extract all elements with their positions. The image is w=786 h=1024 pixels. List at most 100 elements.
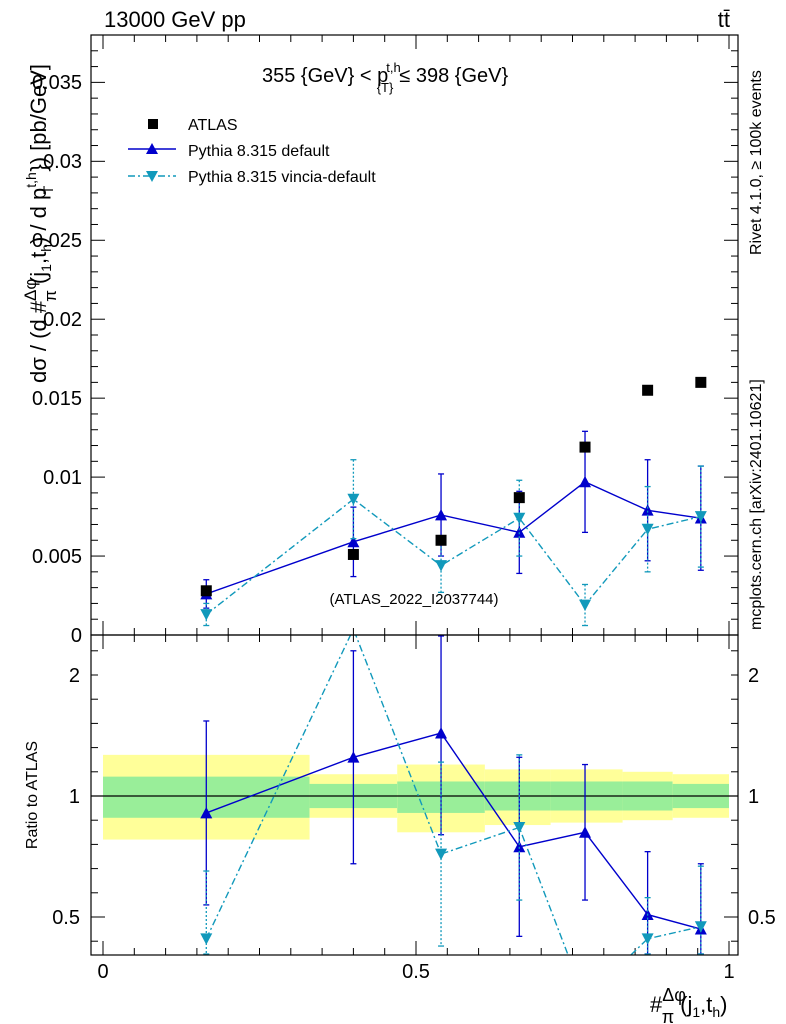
- ylabel-frac-num: Δφ: [21, 279, 40, 301]
- main-y-tick-label: 0.005: [32, 546, 82, 568]
- ylabel-part-a: dσ / (d #: [26, 300, 51, 383]
- xlabel-part-b: ,t: [700, 992, 712, 1017]
- default-data-point: [347, 535, 360, 548]
- default-data-point: [513, 526, 526, 538]
- legend-label-default: Pythia 8.315 default: [188, 143, 330, 160]
- ylabel-part-d-sub: T: [40, 185, 56, 194]
- main-y-tick-label: 0.025: [32, 230, 82, 252]
- xlabel-part-a: (j: [680, 992, 692, 1017]
- x-tick-labels: 0 0.5 1: [97, 961, 734, 983]
- legend-marker-vincia: [146, 171, 158, 182]
- ratio-axis-ticks: [91, 635, 738, 955]
- analysis-watermark: (ATLAS_2022_I2037744): [329, 591, 498, 608]
- xlabel-part-b-sub: h: [712, 1004, 720, 1020]
- default-ratio-point: [513, 840, 526, 853]
- vincia-data-point: [513, 512, 526, 525]
- default-ratio-point: [579, 826, 592, 838]
- atlas-data-point: [347, 548, 359, 560]
- atlas-data-point: [695, 376, 707, 388]
- atlas-data-point: [579, 441, 591, 453]
- default-ratio-point: [435, 727, 448, 739]
- main-y-tick-label: 0.035: [32, 72, 82, 94]
- main-y-tick-label: 0.02: [43, 309, 82, 331]
- atlas-data-point: [200, 585, 212, 597]
- ratio-y-tick-label: 2: [69, 665, 80, 687]
- xlabel-part-a-sub: 1: [692, 1004, 700, 1020]
- ylabel-part-c-sub: h: [38, 244, 54, 252]
- vincia-ratio-point: [694, 921, 707, 933]
- xlabel-frac-num: Δφ: [662, 985, 685, 1005]
- legend-marker-atlas: [148, 119, 158, 129]
- main-y-tick-label: 0.01: [43, 467, 82, 489]
- title-post: ≤ 398 {GeV}: [399, 65, 508, 87]
- xlabel-frac-den: π: [662, 1007, 674, 1024]
- main-y-tick-label: 0.015: [32, 388, 82, 410]
- ylabel-part-d-sup: t,h: [23, 172, 39, 188]
- atlas-data-point: [513, 492, 525, 504]
- legend: ATLAS Pythia 8.315 default Pythia 8.315 …: [128, 117, 376, 186]
- vincia-data-point: [347, 493, 360, 506]
- vincia-data-point: [200, 609, 213, 621]
- header-left-label: 13000 GeV pp: [104, 7, 246, 32]
- main-plot-title: 355 {GeV} < pt,h {T} ≤ 398 {GeV}: [262, 60, 508, 95]
- ratio-y-tick-label: 0.5: [52, 907, 80, 929]
- vincia-data-point: [694, 511, 707, 523]
- svg-text:dσ / (d #Δφπ(j1,th) / d pt,hT}: dσ / (d #Δφπ (j1,th) / d pt,hT }) [pb/GeV]: [21, 64, 60, 383]
- vincia-ratio-point: [513, 822, 526, 834]
- default-ratio-point: [347, 751, 360, 763]
- ylabel-part-c: ,t: [26, 252, 51, 264]
- default-data-point: [641, 504, 654, 516]
- xlabel-pre: #: [650, 992, 663, 1017]
- main-axis-ticks: [91, 34, 738, 636]
- legend-marker-default: [146, 143, 158, 154]
- title-sup: t,h: [386, 60, 400, 75]
- ratio-y-tick-labels-left: 0.5 1 2: [52, 665, 80, 929]
- vincia-ratio-point: [435, 848, 448, 861]
- x-tick-label: 0: [97, 961, 108, 983]
- x-tick-label: 1: [723, 961, 734, 983]
- ratio-y-tick-labels-right: 0.5 1 2: [748, 665, 776, 929]
- default-data-point: [435, 509, 448, 521]
- vincia-data-point: [641, 523, 654, 536]
- ylabel-frac-den: π: [41, 290, 60, 302]
- main-panel: 0 0.005 0.01 0.015 0.02 0.025 0.03 0.035…: [21, 34, 739, 647]
- ratio-y-tick-label: 1: [69, 786, 80, 808]
- ratio-y-tick-label-right: 1: [748, 786, 759, 808]
- ratio-y-axis-label: Ratio to ATLAS: [24, 741, 41, 849]
- ylabel-part-b-sub: 1: [38, 264, 54, 272]
- atlas-data-point: [435, 534, 447, 546]
- x-tick-label: 0.5: [402, 961, 430, 983]
- vincia-ratio-point: [200, 933, 213, 945]
- ylabel-part-d: ) / d p: [26, 188, 51, 244]
- default-data-point: [579, 475, 592, 488]
- ratio-panel-frame: [90, 634, 739, 956]
- main-y-axis-label: dσ / (d #Δφπ (j1,th) / d pt,hT }) [pb/GeV]: [21, 64, 60, 383]
- title-sub: {T}: [377, 80, 394, 95]
- default-ratio-point: [200, 806, 213, 819]
- vincia-data-point: [435, 560, 448, 572]
- x-axis-label: #Δφ π (j1,th): [650, 985, 728, 1024]
- vincia-data-point: [579, 599, 592, 611]
- atlas-data-point: [642, 384, 654, 396]
- ylabel-part-b: (j: [26, 272, 51, 284]
- ratio-uncertainty-bands: [103, 754, 729, 840]
- header-right-label: tt̄: [718, 7, 730, 32]
- rivet-version-label: Rivet 4.1.0, ≥ 100k events: [748, 70, 765, 255]
- xlabel-part-c: ): [720, 992, 727, 1017]
- title-pre: 355 {GeV} < p: [262, 65, 388, 87]
- main-y-tick-label: 0: [71, 625, 82, 647]
- mcplots-label: mcplots.cern.ch [arXiv:2401.10621]: [748, 379, 765, 630]
- ratio-panel: 0.5 1 2 0.5 1 2 0 0.5 1 Ratio to ATLAS #…: [24, 634, 776, 1024]
- ratio-y-tick-label-right: 0.5: [748, 907, 776, 929]
- ylabel-part-e: }) [pb/GeV]: [26, 64, 51, 172]
- ratio-series-layer: [200, 635, 707, 955]
- default-series-line: [206, 481, 701, 595]
- legend-label-vincia: Pythia 8.315 vincia-default: [188, 169, 376, 186]
- main-y-tick-labels: 0 0.005 0.01 0.015 0.02 0.025 0.03 0.035: [32, 72, 82, 647]
- main-y-tick-label: 0.03: [43, 151, 82, 173]
- main-series-layer: [200, 376, 707, 627]
- legend-label-atlas: ATLAS: [188, 117, 238, 134]
- ratio-y-tick-label-right: 2: [748, 665, 759, 687]
- vincia-ratio-point: [641, 933, 654, 945]
